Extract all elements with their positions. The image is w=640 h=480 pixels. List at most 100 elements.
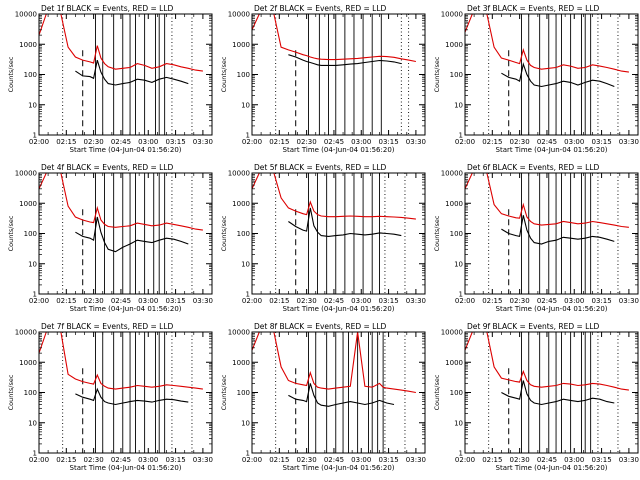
y-tick-label: 1: [33, 132, 37, 140]
x-tick-label: 03:30: [619, 297, 639, 305]
y-tick-label: 10000: [441, 329, 463, 337]
y-tick-label: 100: [24, 389, 37, 397]
x-tick-label: 03:30: [193, 138, 213, 146]
y-axis-label: Counts/sec: [7, 374, 15, 410]
x-tick-label: 02:15: [482, 138, 502, 146]
series-line-lld: [251, 172, 416, 220]
y-tick-label: 1000: [445, 200, 463, 208]
legend-glyph: ⸤: [466, 334, 469, 342]
x-tick-label: 02:30: [297, 138, 317, 146]
x-tick-label: 02:15: [269, 138, 289, 146]
series-line-lld: [464, 13, 629, 73]
y-tick-label: 100: [237, 389, 250, 397]
x-tick-label: 02:30: [510, 297, 530, 305]
x-tick-label: 02:00: [455, 297, 475, 305]
series-line-events: [75, 216, 189, 253]
x-tick-label: 02:00: [242, 456, 262, 464]
y-tick-label: 1: [246, 291, 250, 299]
panel-det-4: Det 4f BLACK = Events, RED = LLD ⸤ 1 10 100 1…: [7, 163, 213, 313]
x-axis-label: Start Time (04-Jun-04 01:56:20): [496, 146, 608, 154]
series-line-events: [501, 215, 615, 245]
x-axis-label: Start Time (04-Jun-04 01:56:20): [70, 464, 182, 472]
x-tick-label: 03:00: [564, 456, 584, 464]
y-tick-label: 10: [28, 260, 37, 268]
y-tick-label: 10: [454, 419, 463, 427]
y-tick-label: 10: [241, 101, 250, 109]
y-tick-label: 1: [459, 450, 463, 458]
legend-glyph: ⸤: [466, 16, 469, 24]
panel-det-3: Det 3f BLACK = Events, RED = LLD ⸤ 1 10 100 1…: [433, 4, 639, 154]
x-tick-label: 02:30: [297, 456, 317, 464]
x-tick-label: 02:30: [510, 138, 530, 146]
y-tick-label: 1000: [445, 359, 463, 367]
y-tick-label: 10000: [441, 170, 463, 178]
x-axis-label: Start Time (04-Jun-04 01:56:20): [496, 305, 608, 313]
panel-title: Det 4f BLACK = Events, RED = LLD: [41, 163, 174, 172]
panel-title: Det 6f BLACK = Events, RED = LLD: [467, 163, 600, 172]
y-tick-label: 100: [237, 230, 250, 238]
x-tick-label: 02:00: [242, 138, 262, 146]
x-tick-label: 03:30: [406, 138, 426, 146]
y-tick-label: 100: [450, 71, 463, 79]
x-tick-label: 03:30: [193, 456, 213, 464]
x-tick-label: 03:30: [406, 297, 426, 305]
legend-glyph: ⸤: [253, 175, 256, 183]
panel-title: Det 8f BLACK = Events, RED = LLD: [254, 322, 387, 331]
y-tick-label: 1000: [445, 41, 463, 49]
y-tick-label: 1000: [19, 359, 37, 367]
x-tick-label: 02:45: [111, 297, 131, 305]
x-tick-label: 03:15: [165, 297, 185, 305]
y-tick-label: 10000: [15, 329, 37, 337]
x-tick-label: 03:15: [165, 138, 185, 146]
panel-det-7: Det 7f BLACK = Events, RED = LLD ⸤ 1 10 100 1…: [7, 322, 213, 472]
panel-title: Det 2f BLACK = Events, RED = LLD: [254, 4, 387, 13]
panel-title: Det 9f BLACK = Events, RED = LLD: [467, 322, 600, 331]
y-axis-label: Counts/sec: [220, 56, 228, 92]
panel-det-6: Det 6f BLACK = Events, RED = LLD ⸤ 1 10 100 1…: [433, 163, 639, 313]
y-tick-label: 10000: [228, 11, 250, 19]
x-tick-label: 02:00: [29, 138, 49, 146]
x-tick-label: 03:15: [591, 297, 611, 305]
y-tick-label: 100: [450, 389, 463, 397]
y-axis-label: Counts/sec: [433, 215, 441, 251]
x-tick-label: 03:00: [351, 456, 371, 464]
y-tick-label: 10000: [15, 170, 37, 178]
x-tick-label: 02:15: [482, 456, 502, 464]
x-tick-label: 02:15: [56, 456, 76, 464]
series-line-events: [288, 207, 402, 237]
series-line-events: [288, 54, 402, 66]
y-tick-label: 10000: [15, 11, 37, 19]
y-tick-label: 10: [454, 260, 463, 268]
panel-det-1: Det 1f BLACK = Events, RED = LLD ⸤ 1 10 100 1…: [7, 4, 213, 154]
y-axis-label: Counts/sec: [7, 215, 15, 251]
series-line-lld: [38, 172, 203, 231]
plot-frame: [251, 172, 426, 295]
x-tick-label: 02:00: [242, 297, 262, 305]
x-tick-label: 02:45: [324, 297, 344, 305]
x-tick-label: 02:00: [29, 456, 49, 464]
legend-glyph: ⸤: [40, 175, 43, 183]
y-tick-label: 10: [28, 101, 37, 109]
x-tick-label: 02:15: [269, 456, 289, 464]
y-tick-label: 10000: [228, 329, 250, 337]
x-tick-label: 02:45: [537, 456, 557, 464]
series-line-events: [288, 383, 395, 407]
y-tick-label: 100: [450, 230, 463, 238]
y-tick-label: 10: [454, 101, 463, 109]
x-tick-label: 03:30: [406, 456, 426, 464]
legend-glyph: ⸤: [253, 16, 256, 24]
y-tick-label: 1000: [19, 41, 37, 49]
y-tick-label: 1000: [232, 200, 250, 208]
y-tick-label: 1: [33, 450, 37, 458]
y-tick-label: 10000: [228, 170, 250, 178]
x-tick-label: 03:15: [591, 456, 611, 464]
x-axis-label: Start Time (04-Jun-04 01:56:20): [283, 305, 395, 313]
x-axis-label: Start Time (04-Jun-04 01:56:20): [496, 464, 608, 472]
y-tick-label: 10: [241, 419, 250, 427]
x-tick-label: 02:30: [510, 456, 530, 464]
y-tick-label: 1: [33, 291, 37, 299]
panel-det-9: Det 9f BLACK = Events, RED = LLD ⸤ 1 10 100 1…: [433, 322, 639, 472]
y-tick-label: 100: [24, 230, 37, 238]
panel-title: Det 7f BLACK = Events, RED = LLD: [41, 322, 174, 331]
x-tick-label: 02:45: [537, 138, 557, 146]
